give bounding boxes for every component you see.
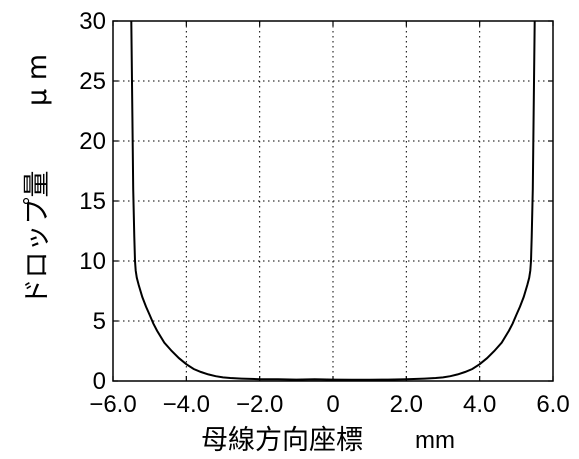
x-axis-title: 母線方向座標 [201, 425, 363, 456]
y-axis-unit: μ m [22, 54, 53, 106]
y-tick-label: 30 [79, 8, 106, 35]
series-layer [130, 20, 536, 381]
x-tick-label: 2.0 [390, 391, 423, 418]
x-tick-label: −4.0 [163, 391, 210, 418]
x-tick-label: 6.0 [536, 391, 569, 418]
grid-layer [113, 21, 553, 381]
x-tick-label: −2.0 [236, 391, 283, 418]
x-axis-unit: mm [415, 427, 455, 454]
x-tick-label: −6.0 [89, 391, 136, 418]
y-tick-label: 0 [93, 368, 106, 395]
y-tick-label: 15 [79, 188, 106, 215]
y-tick-label: 20 [79, 128, 106, 155]
x-tick-label: 0 [326, 391, 339, 418]
tick-layer [112, 20, 554, 382]
x-tick-label: 4.0 [463, 391, 496, 418]
drop-profile-line [130, 20, 536, 381]
y-tick-label: 10 [79, 248, 106, 275]
tick-label-layer: −6.0 −4.0 −2.0 0 2.0 4.0 6.0 0 5 10 15 20 25 30 [79, 8, 569, 418]
y-tick-label: 25 [79, 68, 106, 95]
y-tick-label: 5 [93, 308, 106, 335]
y-axis-title: ドロップ量 [22, 171, 53, 306]
